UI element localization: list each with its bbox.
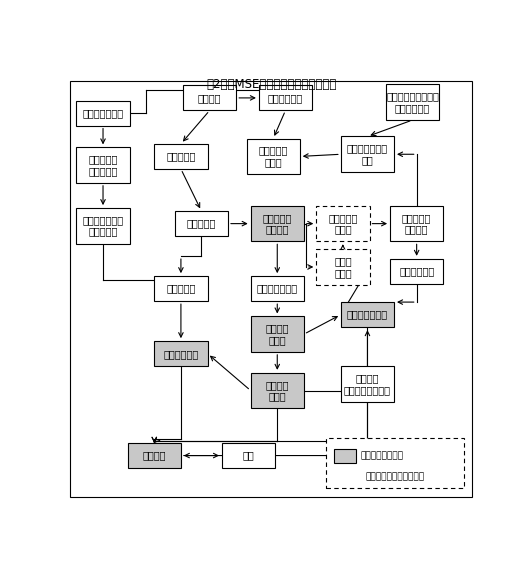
FancyBboxPatch shape [175, 211, 228, 236]
FancyBboxPatch shape [247, 138, 300, 174]
FancyBboxPatch shape [76, 101, 130, 126]
Text: 電槽の
熱変形: 電槽の 熱変形 [334, 256, 352, 278]
FancyBboxPatch shape [183, 86, 236, 110]
FancyBboxPatch shape [222, 443, 275, 468]
FancyBboxPatch shape [154, 341, 207, 367]
Text: できる可能性のある事象: できる可能性のある事象 [366, 473, 425, 482]
FancyBboxPatch shape [316, 249, 370, 285]
Text: 導電性低下: 導電性低下 [166, 284, 196, 294]
Text: 電解液の減少: 電解液の減少 [268, 93, 303, 103]
Text: 外部からの
酸素吸入: 外部からの 酸素吸入 [402, 213, 431, 234]
FancyBboxPatch shape [251, 276, 304, 301]
FancyBboxPatch shape [154, 276, 207, 301]
FancyBboxPatch shape [316, 206, 370, 242]
FancyBboxPatch shape [251, 373, 304, 408]
Text: 格子の伸び: 格子の伸び [166, 151, 196, 162]
Text: 活物質と格子の
密着性低下: 活物質と格子の 密着性低下 [83, 215, 124, 236]
FancyBboxPatch shape [154, 144, 207, 169]
Text: 発熱・温度上昇: 発熱・温度上昇 [347, 310, 388, 320]
Text: 正極格子の
やせ・折損: 正極格子の やせ・折損 [88, 154, 118, 176]
FancyBboxPatch shape [341, 367, 394, 402]
Text: ：劣化診断に利用: ：劣化診断に利用 [360, 452, 404, 461]
Text: 電槽透湿: 電槽透湿 [198, 93, 221, 103]
FancyBboxPatch shape [127, 443, 181, 468]
Text: 安全弁・シール部の
気密性の低下: 安全弁・シール部の 気密性の低下 [386, 91, 439, 113]
Text: 容量低下: 容量低下 [142, 450, 166, 461]
Text: 充電電流
の増加: 充電電流 の増加 [266, 379, 289, 401]
Text: 第2図　MSE形鉛蓄電池の劣化モード: 第2図 MSE形鉛蓄電池の劣化モード [206, 78, 336, 91]
FancyBboxPatch shape [341, 302, 394, 327]
FancyBboxPatch shape [390, 206, 443, 242]
Text: 密閉反応効率の
低下: 密閉反応効率の 低下 [347, 144, 388, 165]
Text: 極板の内部接触: 極板の内部接触 [257, 284, 298, 294]
FancyBboxPatch shape [251, 206, 304, 242]
Text: 負極板の酸化: 負極板の酸化 [399, 266, 434, 276]
FancyBboxPatch shape [341, 136, 394, 172]
Text: 電槽・ふた
のふくれ: 電槽・ふた のふくれ [262, 213, 292, 234]
FancyBboxPatch shape [390, 259, 443, 284]
FancyBboxPatch shape [326, 438, 464, 488]
Text: セル電圧
の低下: セル電圧 の低下 [266, 323, 289, 345]
FancyBboxPatch shape [259, 86, 312, 110]
Text: 電解液比重
の上昇: 電解液比重 の上昇 [259, 146, 288, 167]
Text: 内部抵抗上昇: 内部抵抗上昇 [163, 348, 198, 359]
FancyBboxPatch shape [251, 316, 304, 352]
Text: 寿命: 寿命 [243, 450, 254, 461]
Text: 極群の膨張: 極群の膨張 [187, 218, 216, 229]
Text: 負極板の
サルフェーション: 負極板の サルフェーション [344, 373, 391, 395]
Text: 正極格子の腐食: 正極格子の腐食 [83, 108, 124, 118]
FancyBboxPatch shape [76, 208, 130, 244]
Text: 電槽・ふた
の破損: 電槽・ふた の破損 [328, 213, 358, 234]
FancyBboxPatch shape [334, 449, 357, 463]
FancyBboxPatch shape [76, 148, 130, 183]
FancyBboxPatch shape [386, 84, 439, 120]
